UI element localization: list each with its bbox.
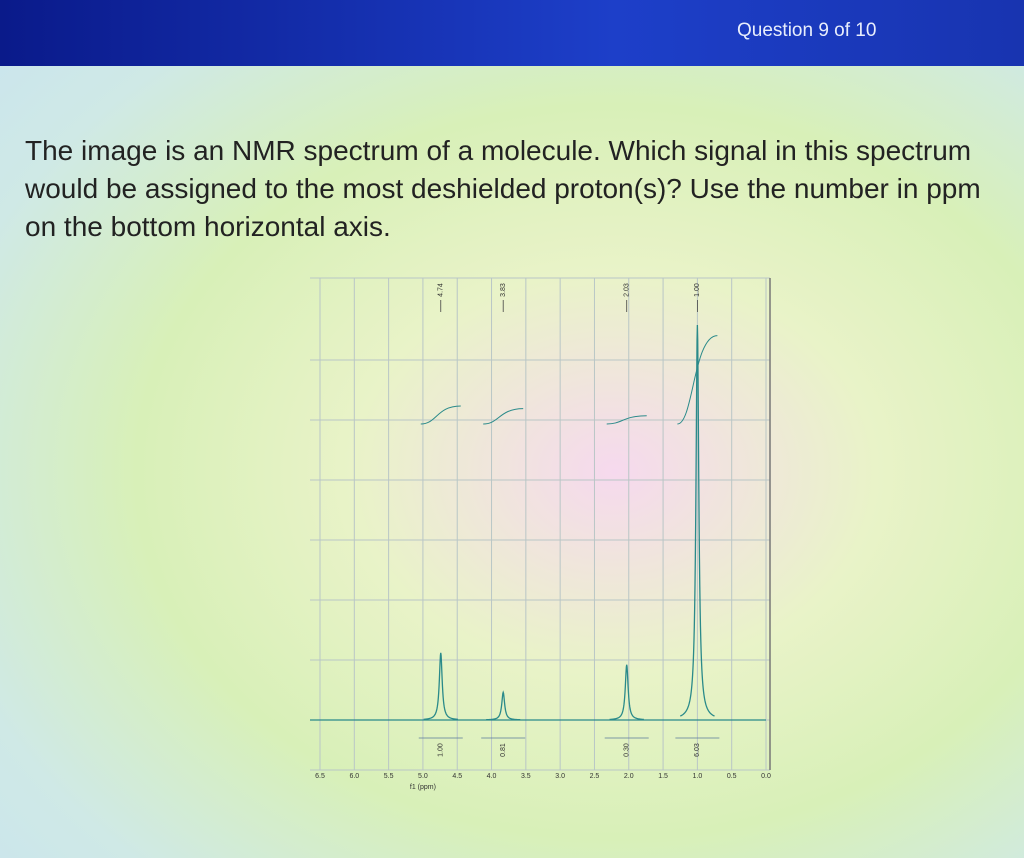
x-tick-label: 2.0 [624, 773, 634, 780]
x-tick-label: 1.5 [658, 773, 668, 780]
x-tick-label: 0.0 [761, 773, 771, 780]
integral-label: 0.81 [500, 743, 507, 757]
peak [423, 652, 458, 720]
x-tick-label: 6.5 [315, 773, 325, 780]
integral-curve [483, 408, 524, 425]
x-tick-label: 4.5 [452, 773, 462, 780]
question-text: The image is an NMR spectrum of a molecu… [25, 135, 981, 242]
integral-label: 6.03 [694, 743, 701, 757]
integral-label: 1.00 [438, 743, 445, 757]
peak [609, 664, 644, 721]
x-tick-label: 5.0 [418, 773, 428, 780]
x-tick-label: 2.5 [590, 773, 600, 780]
peak-label: 2.03 [624, 283, 631, 297]
x-tick-label: 1.0 [693, 773, 703, 780]
integral-curve [606, 415, 647, 425]
x-tick-label: 3.5 [521, 773, 531, 780]
integral-curve [420, 405, 461, 425]
x-tick-label: 3.0 [555, 773, 565, 780]
header-bar: Question 9 of 10 [0, 0, 1024, 66]
peak [486, 690, 521, 721]
integral-label: 0.30 [624, 743, 631, 757]
x-tick-label: 0.5 [727, 773, 737, 780]
x-tick-label: 4.0 [487, 773, 497, 780]
peak-label: 3.83 [500, 283, 507, 297]
x-tick-label: 6.0 [349, 773, 359, 780]
integral-curve [677, 335, 718, 425]
x-tick-label: 5.5 [384, 773, 394, 780]
peak-label: 4.74 [438, 283, 445, 297]
question-progress: Question 9 of 10 [737, 20, 877, 41]
peak [679, 324, 715, 717]
x-axis-label: f1 (ppm) [410, 784, 436, 791]
peak-label: 1.00 [694, 283, 701, 297]
